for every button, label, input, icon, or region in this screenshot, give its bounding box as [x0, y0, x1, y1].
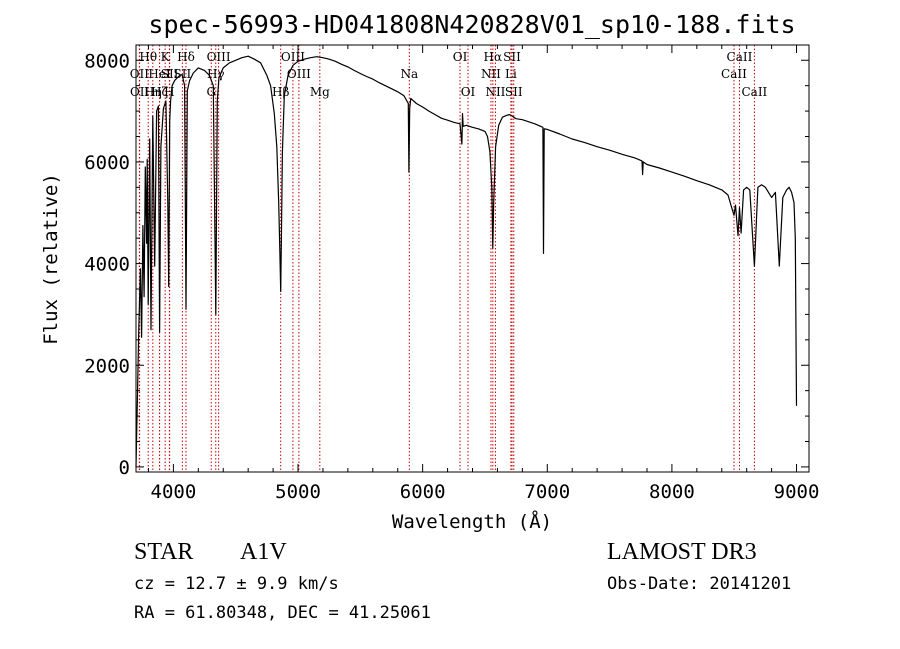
line-marker-label: Hγ: [207, 67, 225, 81]
line-marker-labels: HθOIIOIIHηHζHeIKSIIHHδSIIOIIIHγGOIIIOIII…: [130, 50, 768, 99]
spectrum-series: [135, 55, 798, 467]
line-marker-label: CaII: [721, 67, 747, 81]
line-marker-label: Mg: [310, 85, 330, 99]
series-line-spectrum: [135, 55, 798, 467]
survey-name: LAMOST DR3: [607, 539, 757, 565]
redshift-cz: cz = 12.7 ± 9.9 km/s: [134, 574, 339, 594]
line-marker-label: OIII: [287, 67, 311, 81]
line-marker-label: OII: [130, 85, 150, 99]
x-tick-label: 4000: [151, 481, 197, 503]
x-tick-label: 6000: [400, 481, 446, 503]
x-axis-label: Wavelength (Å): [392, 510, 552, 533]
line-marker-label: SII: [503, 50, 521, 64]
x-tick-label: 5000: [275, 481, 321, 503]
y-tick-label: 6000: [84, 152, 130, 174]
line-marker-label: HeI: [148, 67, 171, 81]
x-tick-label: 8000: [649, 481, 695, 503]
object-class: STAR: [134, 539, 194, 565]
line-marker-label: SII: [505, 85, 523, 99]
observation-date: Obs-Date: 20141201: [607, 574, 792, 594]
line-marker-label: Hβ: [272, 85, 289, 99]
line-marker-label: Hα: [484, 50, 503, 64]
line-marker-label: H: [164, 85, 174, 99]
spectral-subclass: A1V: [240, 539, 287, 565]
y-axis-label: Flux (relative): [40, 173, 62, 345]
line-marker-label: NII: [481, 67, 501, 81]
line-markers: [138, 45, 755, 472]
line-marker-label: G: [206, 85, 216, 99]
line-marker-label: K: [161, 50, 171, 64]
y-tick-label: 8000: [84, 50, 130, 72]
line-marker-label: Hη: [144, 85, 162, 99]
line-marker-label: OIII: [281, 50, 305, 64]
ra-dec-coordinates: RA = 61.80348, DEC = 41.25061: [134, 603, 431, 623]
y-tick-label: 0: [119, 457, 130, 479]
line-marker-label: NII: [485, 85, 505, 99]
line-marker-label: OIII: [207, 50, 231, 64]
line-marker-label: OII: [130, 67, 150, 81]
y-tick-label: 2000: [84, 355, 130, 377]
line-marker-label: Na: [400, 67, 418, 81]
line-marker-label: OI: [453, 50, 468, 64]
x-tick-label: 7000: [524, 481, 570, 503]
chart-title: spec-56993-HD041808N420828V01_sp10-188.f…: [148, 10, 795, 39]
y-tick-label: 4000: [84, 254, 130, 276]
line-marker-label: SII: [161, 67, 179, 81]
line-marker-label: OI: [461, 85, 476, 99]
line-marker-label: Hθ: [139, 50, 157, 64]
line-marker-label: Li: [505, 67, 517, 81]
line-marker-label: CaII: [741, 85, 767, 99]
plot-frame: [135, 44, 810, 473]
y-axis-ticks: 0 2000 4000 6000 8000: [84, 50, 809, 479]
x-axis-ticks: 4000 5000 6000 7000 8000 9000: [147, 45, 820, 503]
line-marker-label: Hζ: [151, 85, 168, 99]
line-marker-label: Hδ: [177, 50, 195, 64]
x-tick-label: 9000: [774, 481, 820, 503]
line-marker-label: CaII: [727, 50, 753, 64]
